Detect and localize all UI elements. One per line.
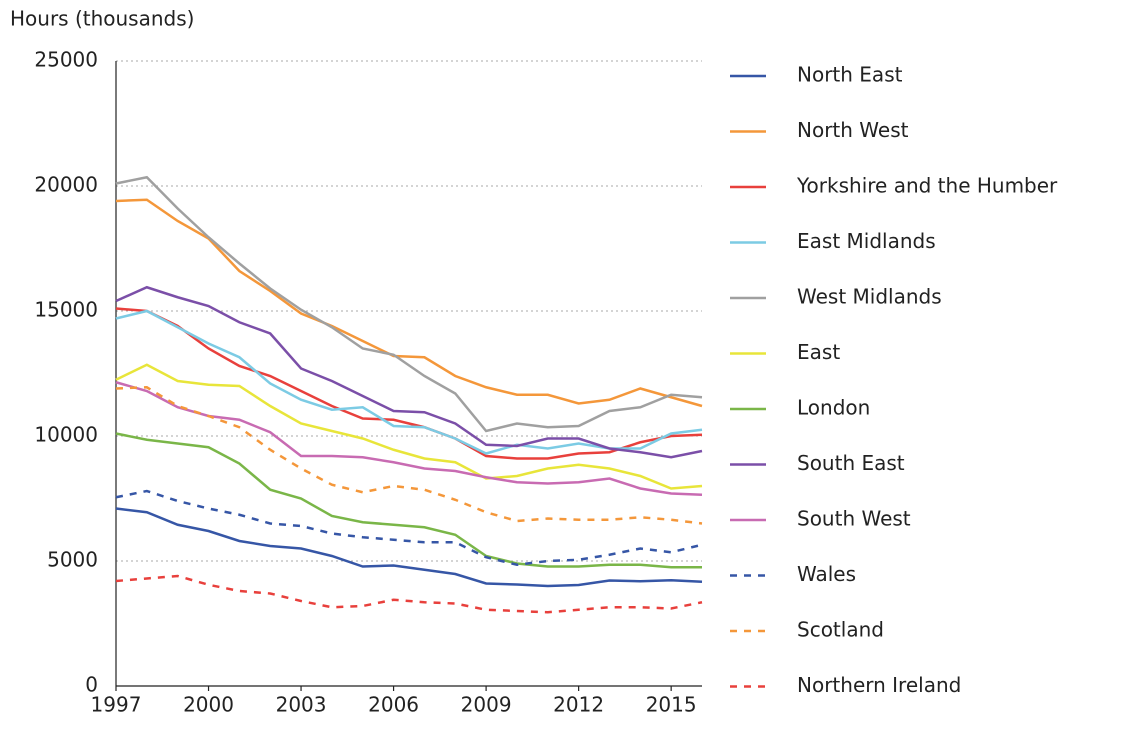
series-line (115, 307, 703, 460)
x-tick-label: 2009 (461, 693, 512, 717)
legend-label: London (797, 396, 870, 420)
y-axis-label: Hours (thousands) (10, 7, 194, 31)
y-tick-label: 15000 (34, 298, 98, 322)
legend-label: East Midlands (797, 229, 936, 253)
x-tick-label: 2000 (183, 693, 234, 717)
legend-label: Wales (797, 562, 856, 586)
legend-label: Northern Ireland (797, 673, 961, 697)
x-tick-label: 2015 (646, 693, 697, 717)
series-line (115, 363, 703, 490)
series-line (115, 507, 703, 588)
legend-label: South West (797, 507, 911, 531)
series-line (115, 574, 703, 614)
x-tick-label: 2012 (553, 693, 604, 717)
series-line (115, 285, 703, 459)
legend-label: South East (797, 451, 905, 475)
series-line (115, 309, 703, 455)
legend-label: Yorkshire and the Humber (796, 174, 1058, 198)
y-tick-label: 25000 (34, 48, 98, 72)
x-tick-label: 2003 (276, 693, 327, 717)
y-tick-label: 10000 (34, 423, 98, 447)
x-tick-label: 1997 (91, 693, 142, 717)
x-tick-label: 2006 (368, 693, 419, 717)
legend-label: West Midlands (797, 285, 942, 309)
y-tick-label: 5000 (47, 548, 98, 572)
legend-label: East (797, 340, 840, 364)
legend-label: North West (797, 118, 909, 142)
series-line (115, 385, 703, 525)
y-tick-label: 20000 (34, 173, 98, 197)
series-line (115, 198, 703, 408)
series-line (115, 432, 702, 569)
series-line (115, 489, 703, 567)
series-line (115, 175, 703, 433)
y-tick-label: 0 (85, 673, 98, 697)
legend-label: North East (797, 63, 903, 87)
legend-label: Scotland (797, 618, 884, 642)
